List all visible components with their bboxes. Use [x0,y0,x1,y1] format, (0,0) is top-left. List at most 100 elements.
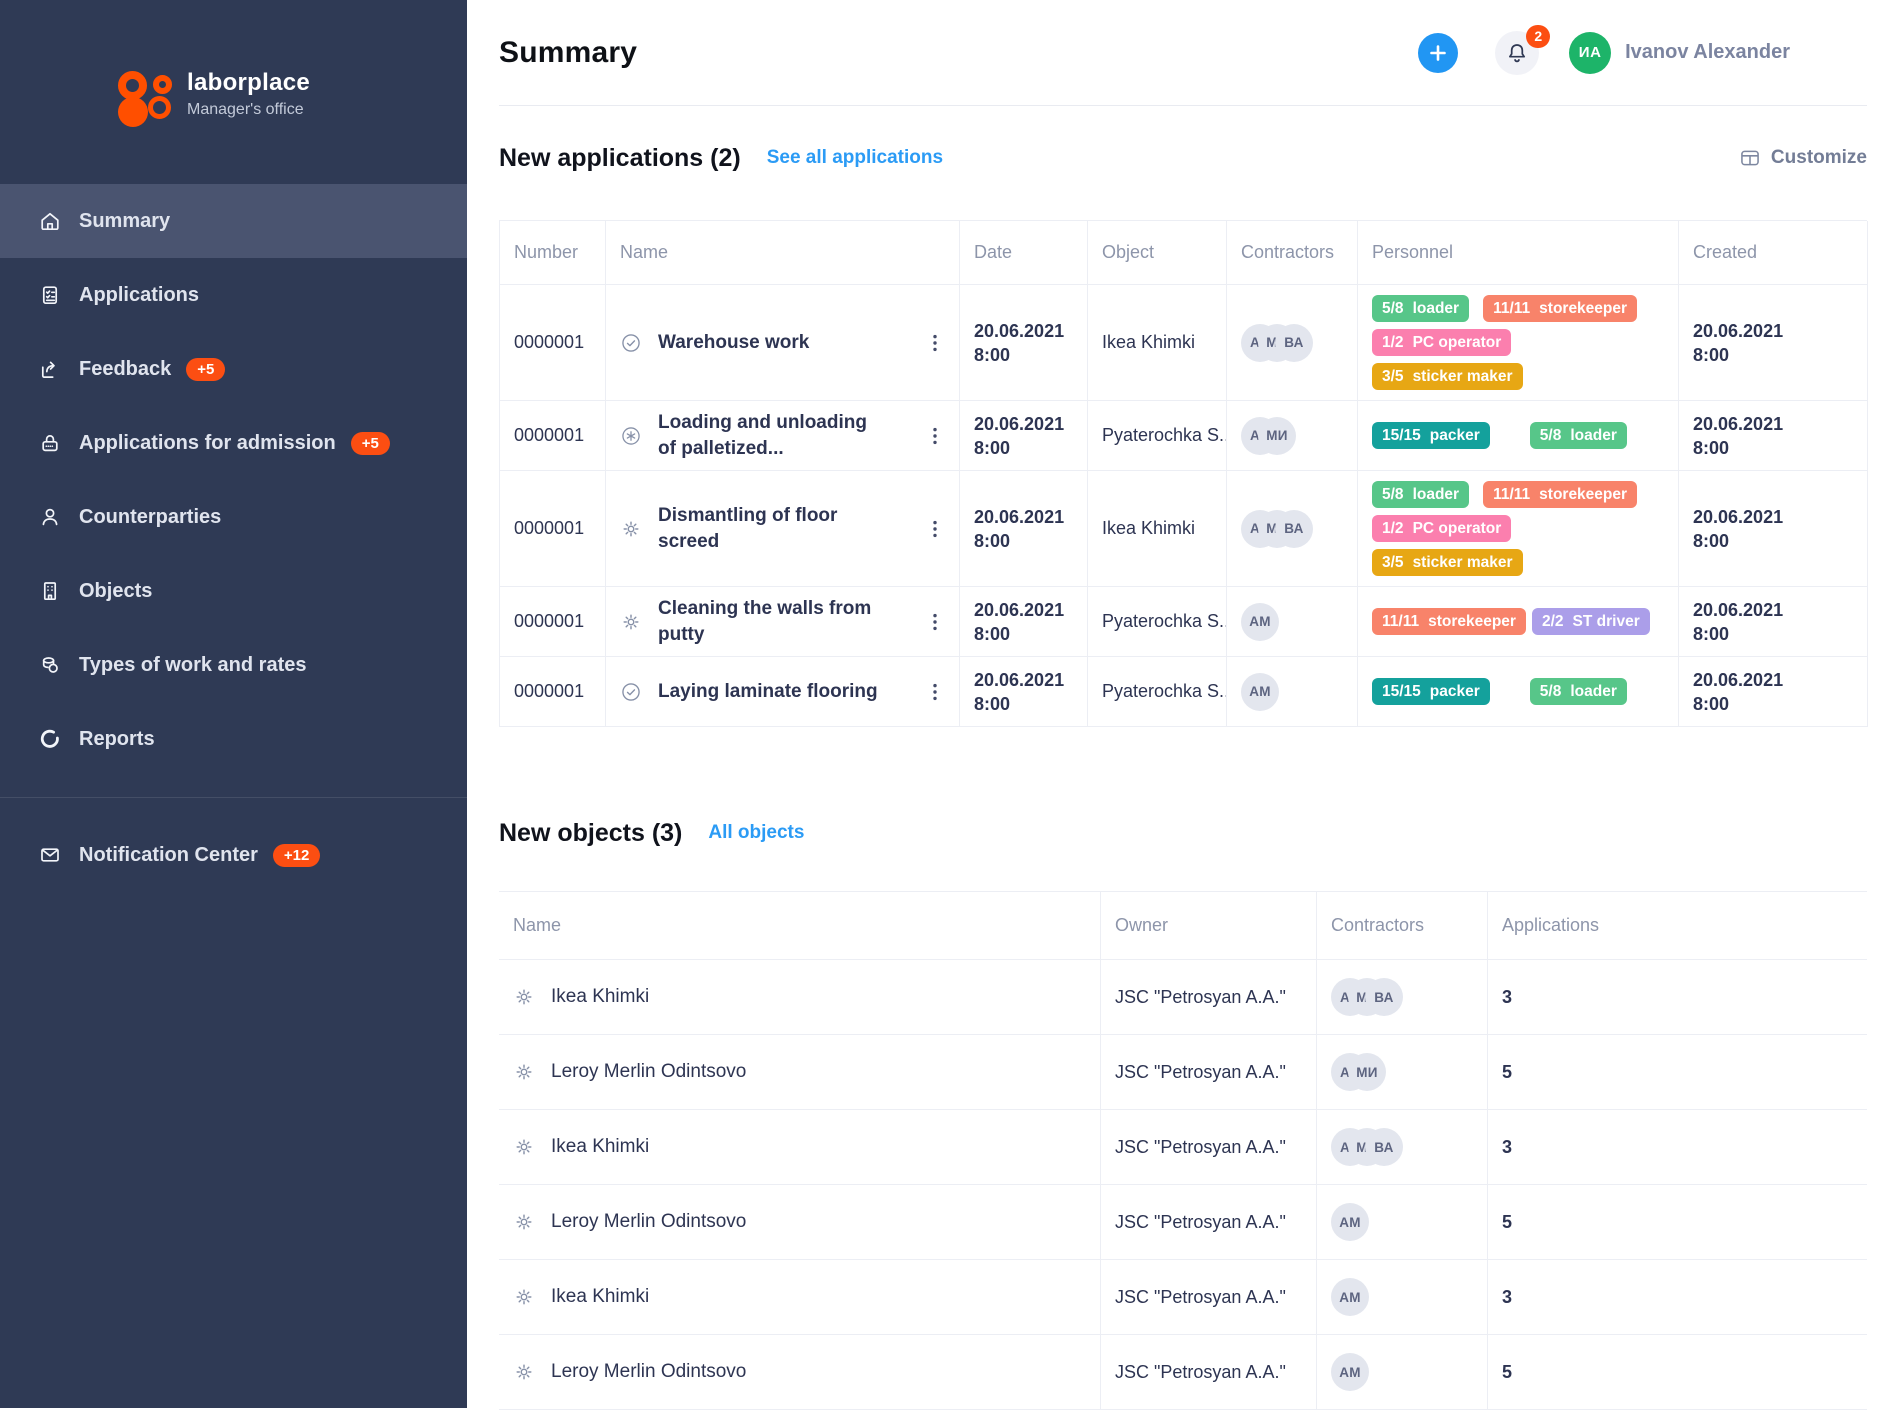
sidebar-item-label: Objects [79,579,153,602]
application-object: Ikea Khimki [1102,332,1196,352]
sidebar-item-types-of-work-and-rates[interactable]: Types of work and rates [0,628,467,702]
sidebar-item-applications-for-admission[interactable]: Applications for admission +5 [0,406,467,480]
gear-icon [620,518,642,540]
contractor-avatars: АН МИ ВА [1331,1128,1403,1166]
application-contractors-cell: АМ [1227,657,1358,727]
application-contractors-cell: АН МИ ВА [1227,471,1358,587]
object-owner-cell: JSC "Petrosyan A.A." [1100,1335,1316,1410]
row-menu-button[interactable] [923,331,947,355]
object-name-cell: Ikea Khimki [499,1110,1100,1185]
sidebar-item-notification-center[interactable]: Notification Center +12 [0,818,467,892]
column-header-name: Name [499,892,1100,960]
application-personnel-cell: 5/8 loader 11/11 storekeeper 1/2 PC operato… [1358,471,1679,587]
application-created-time: 8:00 [1693,693,1730,714]
user-menu[interactable]: ИА Ivanov Alexander [1569,31,1790,74]
application-created-time: 8:00 [1693,623,1730,644]
application-created-cell: 20.06.2021 8:00 [1679,471,1868,587]
object-owner-cell: JSC "Petrosyan A.A." [1100,1035,1316,1110]
application-date-cell: 20.06.2021 8:00 [960,401,1088,471]
object-owner: JSC "Petrosyan A.A." [1115,1136,1286,1157]
application-time: 8:00 [974,437,1011,458]
application-name-cell: Warehouse work [606,285,960,401]
object-applications-count: 3 [1487,1110,1867,1185]
badge-label: storekeeper [1539,299,1628,317]
sidebar-item-objects[interactable]: Objects [0,554,467,628]
add-button[interactable] [1418,32,1459,73]
badge-count: 2/2 [1541,612,1564,630]
personnel-badge: 2/2 ST driver [1531,608,1650,635]
customize-button[interactable]: Customize [1739,147,1867,169]
badge-label: packer [1429,426,1480,444]
badge-count: 3/5 [1382,367,1404,385]
badge-label: sticker maker [1412,553,1513,571]
object-applications-count: 3 [1487,1260,1867,1335]
object-contractors-cell: АМ [1316,1185,1487,1260]
badge-count: 11/11 [1493,485,1531,503]
badge-label: loader [1570,682,1617,700]
row-menu-button[interactable] [923,680,947,704]
object-contractors-cell: АМ [1316,1335,1487,1410]
object-applications-count: 5 [1487,1185,1867,1260]
notifications-count-badge: 2 [1526,24,1551,48]
application-date: 20.06.2021 [974,506,1065,527]
avatar: АМ [1241,672,1279,711]
notifications-bell-button[interactable]: 2 [1495,24,1551,75]
person-icon [38,505,62,529]
column-header-object: Object [1088,221,1227,285]
row-menu-button[interactable] [923,610,947,634]
object-name-cell: Leroy Merlin Odintsovo [499,1035,1100,1110]
contractor-avatars: АН МИ [1241,416,1296,455]
application-date-cell: 20.06.2021 8:00 [960,657,1088,727]
badge-count: 1/2 [1382,519,1404,537]
avatar: АМ [1331,1353,1369,1391]
sidebar-item-applications[interactable]: Applications [0,258,467,332]
application-personnel-cell: 11/11 storekeeper 2/2 ST driver [1358,587,1679,657]
sidebar-item-summary[interactable]: Summary [0,184,467,258]
sidebar-item-reports[interactable]: Reports [0,702,467,776]
application-time: 8:00 [974,344,1011,365]
personnel-badges: 5/8 loader 11/11 storekeeper 1/2 PC operato… [1372,285,1678,400]
application-date: 20.06.2021 [974,320,1065,341]
see-all-applications-link[interactable]: See all applications [766,147,944,168]
application-name-cell: Laying laminate flooring [606,657,960,727]
application-contractors-cell: АН МИ ВА [1227,285,1358,401]
object-contractors-cell: АН МИ ВА [1316,960,1487,1035]
application-name-cell: Cleaning the walls from putty [606,587,960,657]
object-name: Ikea Khimki [551,986,650,1007]
sidebar-item-counterparties[interactable]: Counterparties [0,480,467,554]
main-content: Summary 2 ИА Ivanov Alexander New applic… [467,0,1900,1410]
object-name-cell: Ikea Khimki [499,960,1100,1035]
application-number: 0000001 [500,285,606,401]
avatar: ВА [1275,323,1313,362]
avatar: МИ [1348,1053,1386,1091]
gear-icon [513,986,535,1008]
object-name: Leroy Merlin Odintsovo [551,1211,747,1232]
all-objects-link[interactable]: All objects [708,822,805,843]
row-menu-button[interactable] [923,424,947,448]
object-owner: JSC "Petrosyan A.A." [1115,1211,1286,1232]
object-name-cell: Ikea Khimki [499,1260,1100,1335]
table-grid-icon [1741,150,1759,166]
application-created-time: 8:00 [1693,530,1730,551]
personnel-badge: 5/8 loader [1529,678,1627,705]
check-circle-icon [620,332,642,354]
personnel-badge: 1/2 PC operator [1372,329,1512,356]
application-time: 8:00 [974,623,1011,644]
badge-label: PC operator [1412,519,1502,537]
column-header-name: Name [606,221,960,285]
badge-label: ST driver [1572,612,1640,630]
application-created-date: 20.06.2021 [1693,320,1784,341]
applications-section-title: New applications (2) [499,143,741,172]
object-owner-cell: JSC "Petrosyan A.A." [1100,1260,1316,1335]
application-contractors-cell: АН МИ [1227,401,1358,471]
contractor-avatars: АМ [1331,1278,1369,1316]
application-date-cell: 20.06.2021 8:00 [960,471,1088,587]
application-date: 20.06.2021 [974,599,1065,620]
row-menu-button[interactable] [923,517,947,541]
application-name: Laying laminate flooring [658,680,878,702]
contractor-avatars: АМ [1241,602,1279,641]
badge-count: 5/8 [1382,299,1404,317]
objects-section-title: New objects (3) [499,818,683,847]
object-name: Leroy Merlin Odintsovo [551,1061,747,1082]
sidebar-item-feedback[interactable]: Feedback +5 [0,332,467,406]
